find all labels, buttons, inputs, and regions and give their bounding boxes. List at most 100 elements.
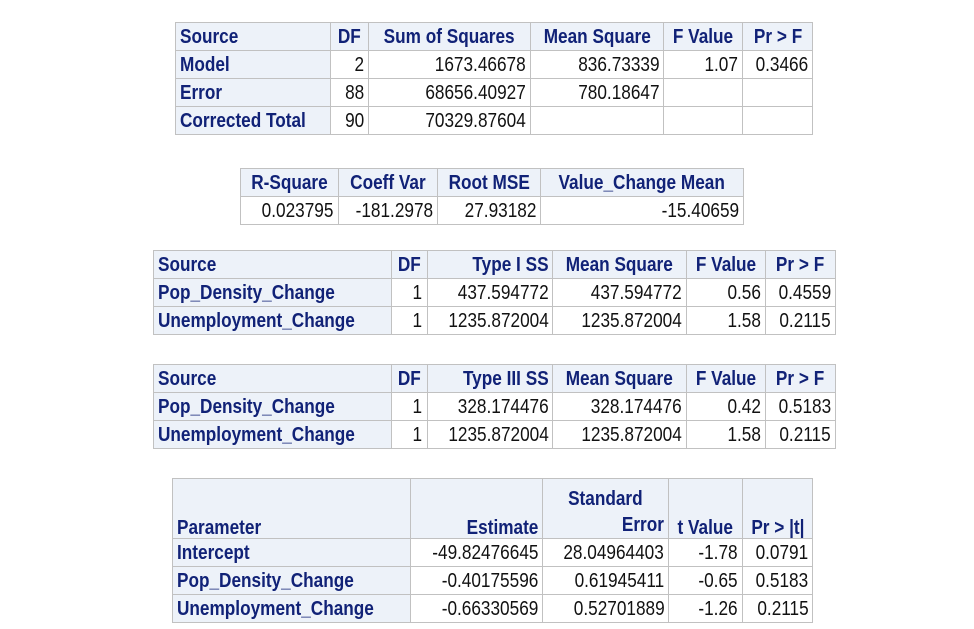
parameter-estimates-table: Parameter Estimate Standard Error t Valu… xyxy=(172,478,814,623)
params-header-stderr: Standard Error xyxy=(542,478,670,539)
table-cell: 1 xyxy=(390,278,428,307)
anova-source-total: Corrected Total xyxy=(174,106,332,135)
type1-header-ms: Mean Square xyxy=(552,250,687,279)
table-cell: 70329.87604 xyxy=(368,106,531,135)
table-cell: 1.58 xyxy=(685,306,766,335)
table-cell xyxy=(742,106,814,135)
type3-source-unemployment: Unemployment_Change xyxy=(153,420,392,449)
table-cell xyxy=(529,106,665,135)
table-cell: 437.594772 xyxy=(552,278,687,307)
table-cell: 1 xyxy=(390,420,428,449)
table-cell: 1.07 xyxy=(663,50,744,79)
table-cell: 1235.872004 xyxy=(426,306,554,335)
table-cell: 0.61945411 xyxy=(542,566,670,595)
table-cell: -49.82476645 xyxy=(409,538,544,567)
type1-ss-table: Source DF Type I SS Mean Square F Value … xyxy=(153,250,837,335)
table-cell: 0.4559 xyxy=(764,278,837,307)
fit-header-mean: Value_Change Mean xyxy=(540,168,744,197)
type1-header-ss: Type I SS xyxy=(426,250,554,279)
table-row: 0.023795 -181.2978 27.93182 -15.40659 xyxy=(240,196,744,225)
table-cell: 27.93182 xyxy=(436,196,542,225)
table-cell: 328.174476 xyxy=(426,392,554,421)
type3-ss-table: Source DF Type III SS Mean Square F Valu… xyxy=(153,364,837,449)
table-cell: 1673.46678 xyxy=(368,50,531,79)
fit-header-rootmse: Root MSE xyxy=(436,168,542,197)
type3-header-row: Source DF Type III SS Mean Square F Valu… xyxy=(153,364,837,393)
params-header-estimate: Estimate xyxy=(409,478,544,539)
anova-source-error: Error xyxy=(174,78,332,107)
anova-header-df: DF xyxy=(330,22,370,51)
table-cell: -15.40659 xyxy=(540,196,744,225)
type3-source-pop-density: Pop_Density_Change xyxy=(153,392,392,421)
table-cell: -0.40175596 xyxy=(409,566,544,595)
table-cell: 0.5183 xyxy=(741,566,814,595)
table-cell: 2 xyxy=(330,50,370,79)
table-cell: 68656.40927 xyxy=(368,78,531,107)
table-cell xyxy=(742,78,814,107)
table-cell: 437.594772 xyxy=(426,278,554,307)
table-cell: 836.73339 xyxy=(529,50,665,79)
table-row: Corrected Total 90 70329.87604 xyxy=(174,106,814,135)
table-cell: 0.023795 xyxy=(240,196,339,225)
anova-header-row: Source DF Sum of Squares Mean Square F V… xyxy=(174,22,814,51)
anova-header-ss: Sum of Squares xyxy=(368,22,531,51)
table-cell: -1.78 xyxy=(668,538,743,567)
type3-header-source: Source xyxy=(153,364,392,393)
anova-header-f: F Value xyxy=(663,22,744,51)
table-cell: 0.2115 xyxy=(741,594,814,623)
table-row: Error 88 68656.40927 780.18647 xyxy=(174,78,814,107)
table-cell: 0.2115 xyxy=(764,306,837,335)
table-cell: -181.2978 xyxy=(337,196,438,225)
table-row: Unemployment_Change 1 1235.872004 1235.8… xyxy=(153,306,837,335)
anova-header-ms: Mean Square xyxy=(529,22,665,51)
type1-header-f: F Value xyxy=(685,250,766,279)
type1-header-row: Source DF Type I SS Mean Square F Value … xyxy=(153,250,837,279)
fit-header-row: R-Square Coeff Var Root MSE Value_Change… xyxy=(240,168,744,197)
type3-header-f: F Value xyxy=(685,364,766,393)
anova-header-source: Source xyxy=(174,22,332,51)
anova-table: Source DF Sum of Squares Mean Square F V… xyxy=(174,22,814,135)
table-cell: 780.18647 xyxy=(529,78,665,107)
type1-header-source: Source xyxy=(153,250,392,279)
table-cell xyxy=(663,106,744,135)
table-cell: 1235.872004 xyxy=(426,420,554,449)
type3-header-ss: Type III SS xyxy=(426,364,554,393)
table-cell: 0.3466 xyxy=(742,50,814,79)
fit-header-rsquare: R-Square xyxy=(240,168,339,197)
table-row: Pop_Density_Change 1 437.594772 437.5947… xyxy=(153,278,837,307)
anova-source-model: Model xyxy=(174,50,332,79)
table-cell: -0.66330569 xyxy=(409,594,544,623)
params-header-parameter: Parameter xyxy=(172,478,411,539)
table-row: Model 2 1673.46678 836.73339 1.07 0.3466 xyxy=(174,50,814,79)
table-cell: -0.65 xyxy=(668,566,743,595)
fit-statistics-table: R-Square Coeff Var Root MSE Value_Change… xyxy=(240,168,744,225)
table-cell: 0.42 xyxy=(685,392,766,421)
table-cell: 1235.872004 xyxy=(552,420,687,449)
table-cell: 88 xyxy=(330,78,370,107)
table-cell: 1235.872004 xyxy=(552,306,687,335)
table-row: Intercept -49.82476645 28.04964403 -1.78… xyxy=(172,538,814,567)
params-header-stderr-line1: Standard xyxy=(568,488,644,510)
params-header-p: Pr > |t| xyxy=(741,478,814,539)
table-cell: 328.174476 xyxy=(552,392,687,421)
params-name-pop-density: Pop_Density_Change xyxy=(172,566,411,595)
type1-header-df: DF xyxy=(390,250,428,279)
params-header-stderr-line2: Error xyxy=(622,514,665,536)
table-row: Unemployment_Change -0.66330569 0.527018… xyxy=(172,594,814,623)
table-cell: 1.58 xyxy=(685,420,766,449)
params-name-unemployment: Unemployment_Change xyxy=(172,594,411,623)
table-cell: 1 xyxy=(390,306,428,335)
table-row: Unemployment_Change 1 1235.872004 1235.8… xyxy=(153,420,837,449)
table-cell: 0.0791 xyxy=(741,538,814,567)
fit-header-coeffvar: Coeff Var xyxy=(337,168,438,197)
type1-source-pop-density: Pop_Density_Change xyxy=(153,278,392,307)
type1-source-unemployment: Unemployment_Change xyxy=(153,306,392,335)
table-cell: 0.56 xyxy=(685,278,766,307)
params-header-tvalue: t Value xyxy=(668,478,743,539)
table-cell: 0.2115 xyxy=(764,420,837,449)
type3-header-p: Pr > F xyxy=(764,364,837,393)
params-header-row: Parameter Estimate Standard Error t Valu… xyxy=(172,478,814,539)
table-cell: 90 xyxy=(330,106,370,135)
table-cell xyxy=(663,78,744,107)
